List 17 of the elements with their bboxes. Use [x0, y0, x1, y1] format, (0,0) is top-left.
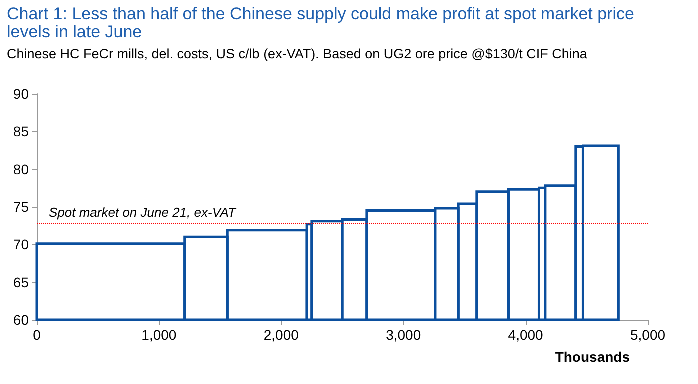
x-tick-label: 0	[33, 327, 42, 343]
y-tick-label: 80	[13, 161, 30, 178]
y-tick-label: 70	[13, 236, 30, 253]
chart-title: Chart 1: Less than half of the Chinese supply could make profit at spot market price levels in late June	[7, 4, 640, 42]
x-tick-label: 2,000	[264, 327, 300, 343]
y-tick-label: 75	[13, 199, 30, 215]
y-tick-label: 65	[13, 274, 30, 290]
y-tick-label: 85	[13, 124, 30, 140]
chart-subtitle: Chinese HC FeCr mills, del. costs, US c/lb (ex-VAT). Based on UG2 ore price @$130/t CIF China	[7, 46, 588, 62]
x-axis-title: Thousands	[555, 349, 630, 365]
y-tick-label: 60	[13, 312, 30, 328]
x-tick-label: 5,000	[630, 327, 666, 343]
x-tick-label: 1,000	[142, 327, 177, 343]
x-tick-label: 3,000	[386, 327, 422, 343]
y-tick-label: 90	[13, 86, 30, 102]
ref-line-label: Spot market on June 21, ex-VAT	[49, 204, 237, 220]
x-tick-label: 4,000	[508, 327, 544, 343]
